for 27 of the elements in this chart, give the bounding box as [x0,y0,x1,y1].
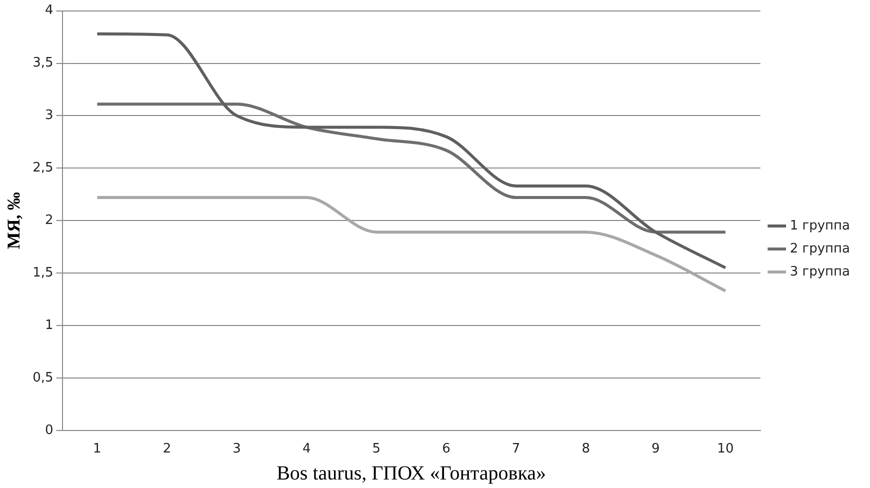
x-tick-label: 2 [162,442,172,457]
y-tick-label: 0 [44,422,54,438]
line-series [96,32,727,270]
y-tick-label: 4 [44,3,54,18]
legend-label: 1 группа [790,218,850,234]
y-tick-label: 2,5 [32,160,54,176]
legend-label: 2 группа [790,241,850,256]
x-tick-label: 5 [372,442,381,457]
x-tick-label: 1 [93,442,102,457]
x-tick-label: 10 [717,442,734,457]
x-tick-label: 3 [232,442,241,457]
y-tick-label: 3,5 [32,56,54,71]
y-tick-label: 0,5 [32,370,54,386]
y-tick-label: 1 [44,318,54,333]
x-tick-label: 4 [302,442,311,457]
x-axis-title: Bos taurus, ГПОХ «Гонтаровка» [276,462,546,484]
x-tick-label: 6 [442,442,450,457]
x-tick-label: 8 [582,442,590,457]
y-tick-label: 1,5 [32,265,54,280]
y-axis-title: МЯ, ‰ [3,192,24,250]
line-series [96,102,727,234]
y-tick-label: 2 [44,212,54,228]
line-series [96,196,727,292]
x-tick-label: 7 [512,442,520,457]
x-tick-label: 9 [652,442,660,457]
y-tick-label: 3 [44,108,54,124]
legend-label: 3 группа [790,264,850,280]
